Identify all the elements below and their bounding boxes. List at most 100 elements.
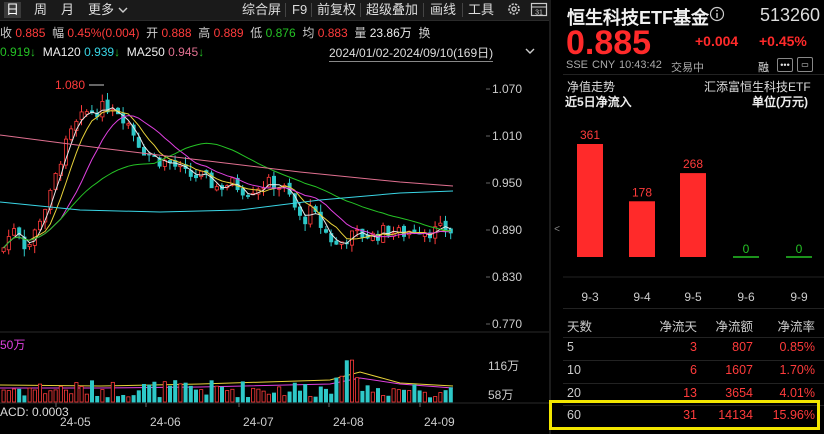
volume-bar — [287, 391, 292, 403]
inflow-date-label: 9-9 — [790, 290, 808, 304]
volume-bar — [79, 386, 84, 403]
macd-info: ACD: 0.0003 — [0, 405, 69, 419]
ma250-line — [0, 134, 454, 187]
macd-label: ACD: 0.0003 — [0, 405, 69, 419]
volume-bar — [422, 391, 427, 403]
period-month-button[interactable]: 月 — [61, 2, 75, 17]
volume-bar — [141, 383, 146, 403]
moving-average-line — [3, 110, 451, 249]
inflow-date-label: 9-6 — [737, 290, 755, 304]
candle-body — [443, 220, 448, 231]
candle-body — [334, 240, 339, 245]
candle-body — [438, 222, 443, 226]
moving-average-line — [3, 142, 451, 249]
table-header: 净流额 — [715, 320, 753, 334]
volume-bar — [1, 389, 6, 403]
inflow-value-label: 268 — [683, 157, 703, 171]
candle-body — [17, 227, 22, 236]
calendar-icon[interactable]: 31 — [528, 1, 550, 17]
change-label: 幅 — [52, 26, 65, 40]
volume-bar — [256, 388, 261, 403]
ma-info-row: 0.919↓ MA120 0.939↓ MA250 0.945↓ — [0, 45, 204, 59]
current-price: 0.885 — [566, 24, 652, 62]
divider — [462, 3, 463, 17]
info-icon[interactable] — [709, 6, 725, 27]
volume-bar — [240, 381, 245, 403]
candle-body — [126, 123, 131, 126]
draw-line-button[interactable]: 画线 — [430, 2, 457, 17]
volume-bar — [292, 382, 297, 403]
candle-body — [27, 243, 32, 248]
candlestick-chart[interactable]: 1.070 1.010 0.950 0.890 0.830 0.770 116万 58万 24-… — [0, 0, 549, 434]
tools-button[interactable]: 工具 — [468, 2, 495, 17]
f9-button[interactable]: F9 — [292, 2, 308, 17]
volume-bar — [105, 397, 110, 403]
candle-body — [401, 225, 406, 237]
gear-icon[interactable] — [504, 1, 524, 17]
net-inflow-bar-chart: 361 9-3 178 9-4 268 9-5 0 9-6 0 9-9 — [563, 128, 824, 304]
fund-code: 513260 — [760, 5, 821, 25]
nav-trend-tab[interactable]: 净值走势 — [567, 80, 616, 94]
price-change-pct: +0.45% — [759, 33, 807, 49]
down-arrow-icon: ↓ — [30, 45, 37, 59]
candle-body — [313, 206, 318, 212]
volume-bar — [193, 389, 198, 403]
volume-bar — [183, 382, 188, 403]
candle-body — [105, 99, 110, 113]
volume-bar — [323, 388, 328, 403]
volume-bar — [188, 385, 193, 403]
inflow-bar — [577, 144, 603, 257]
collapse-chevron-icon[interactable]: < — [554, 224, 560, 235]
unit-label: 单位(万元) — [752, 95, 808, 109]
candle-body — [245, 195, 250, 197]
volume-bar — [396, 389, 401, 403]
volume-bar — [53, 389, 58, 403]
panel-divider — [549, 0, 551, 434]
volume-bar — [162, 381, 167, 403]
inflow-value-label: 178 — [632, 185, 652, 199]
window-icon[interactable]: ▭ — [797, 57, 813, 72]
trading-status: 交易中 — [671, 62, 704, 74]
period-day-button[interactable]: 日 — [4, 2, 22, 18]
table-cell: 6 — [690, 363, 697, 377]
period-week-button[interactable]: 周 — [34, 2, 48, 17]
chevron-down-icon[interactable] — [116, 3, 130, 19]
volume-bar — [214, 385, 219, 403]
volume-bar — [95, 395, 100, 403]
period-more-button[interactable]: 更多 — [88, 2, 115, 17]
volume-bar — [282, 395, 287, 403]
super-overlay-button[interactable]: 超级叠加 — [366, 2, 419, 17]
composite-screen-button[interactable]: 综合屏 — [242, 2, 282, 17]
volume-bar — [297, 390, 302, 403]
moving-average-line — [3, 115, 451, 249]
change-value: 0.45%(0.004) — [67, 26, 140, 40]
avg-label: 均 — [302, 26, 315, 40]
date-range-selector[interactable]: 2024/01/02-2024/09/10(169日) — [329, 44, 494, 62]
volume-bar — [344, 360, 349, 403]
date-axis-label: 24-08 — [333, 415, 364, 429]
volume-bar — [448, 387, 453, 403]
chevron-down-icon[interactable] — [524, 44, 536, 62]
table-cell: 10 — [567, 363, 581, 377]
forward-adjust-button[interactable]: 前复权 — [317, 2, 357, 17]
candle-body — [100, 101, 105, 118]
price-axis-label: 0.830 — [492, 270, 522, 284]
turnover-label: 换 — [418, 26, 431, 40]
table-cell: 60 — [567, 408, 581, 422]
fund-title: 恒生科技ETF基金 — [567, 8, 709, 28]
candle-body — [209, 172, 214, 189]
more-options-icon[interactable]: ••• — [777, 58, 793, 72]
fund-name-link[interactable]: 汇添富恒生科技ETF — [704, 80, 811, 94]
volume-bar — [116, 396, 121, 403]
candle-body — [230, 177, 235, 186]
volume-bar — [199, 389, 204, 403]
table-cell: 13 — [683, 386, 697, 400]
volume-bar — [433, 396, 438, 403]
ma120-label: MA120 — [42, 45, 81, 59]
volume-info: 50万 — [0, 336, 25, 353]
price-change: +0.004 — [695, 33, 739, 49]
table-cell: 3654 — [725, 386, 753, 400]
volume-bar — [349, 359, 354, 403]
divider — [423, 3, 424, 17]
volume-bar — [381, 395, 386, 403]
